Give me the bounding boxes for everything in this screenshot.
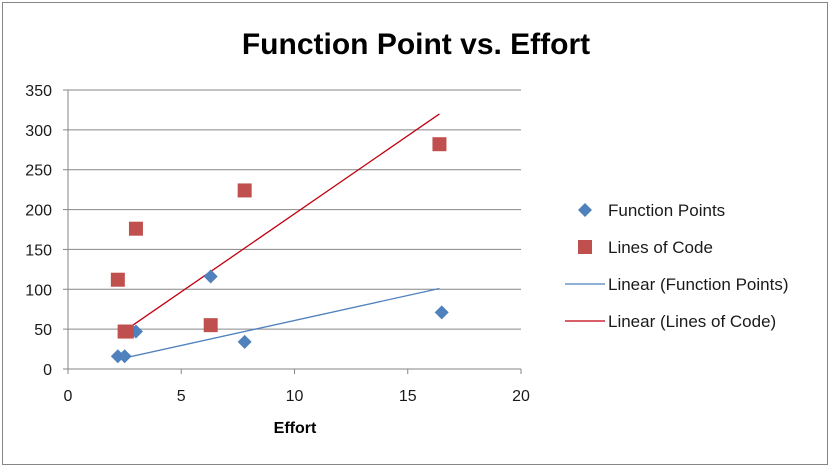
x-axis-label: Effort	[274, 420, 317, 437]
point-s0-1	[117, 349, 132, 364]
y-tick-label-100: 100	[25, 282, 52, 299]
point-s1-4	[203, 318, 218, 333]
x-tick-label-10: 10	[286, 388, 304, 405]
trendline-1	[117, 113, 440, 337]
x-tick-label-20: 20	[512, 388, 530, 405]
y-axis-ticks: 0 50 100 150 200 250 300 350	[25, 83, 68, 379]
chart-title: Function Point vs. Effort	[242, 28, 590, 61]
y-tick-label-150: 150	[25, 242, 52, 259]
trendline-0	[117, 287, 440, 361]
legend-marker-1	[578, 240, 592, 254]
legend-trend-label-1: Linear (Lines of Code)	[608, 312, 776, 331]
legend-trend-label-0: Linear (Function Points)	[608, 275, 788, 294]
y-tick-label-350: 350	[25, 83, 52, 100]
point-s1-5	[237, 183, 252, 198]
point-s1-6	[432, 137, 447, 152]
point-s1-2	[119, 324, 134, 339]
y-tick-label-50: 50	[34, 322, 52, 339]
point-s1-3	[128, 221, 143, 236]
trendlines	[117, 113, 440, 361]
legend-label-0: Function Points	[608, 201, 725, 220]
legend-label-1: Lines of Code	[608, 238, 713, 257]
gridlines	[68, 89, 521, 330]
point-s0-3	[203, 269, 218, 284]
y-tick-label-0: 0	[43, 362, 52, 379]
legend: Function Points Lines of Code Linear (Func…	[565, 201, 788, 331]
y-tick-label-200: 200	[25, 203, 52, 220]
y-tick-label-250: 250	[25, 163, 52, 180]
y-tick-label-300: 300	[25, 123, 52, 140]
point-s0-5	[434, 305, 449, 320]
x-tick-label-5: 5	[177, 388, 186, 405]
point-s1-0	[110, 272, 125, 287]
x-tick-label-15: 15	[399, 388, 417, 405]
data-points	[110, 137, 449, 364]
point-s0-4	[237, 334, 252, 349]
x-axis-ticks: 0 5 10 15 20	[64, 369, 530, 405]
x-tick-label-0: 0	[64, 388, 73, 405]
legend-marker-0	[578, 203, 592, 217]
